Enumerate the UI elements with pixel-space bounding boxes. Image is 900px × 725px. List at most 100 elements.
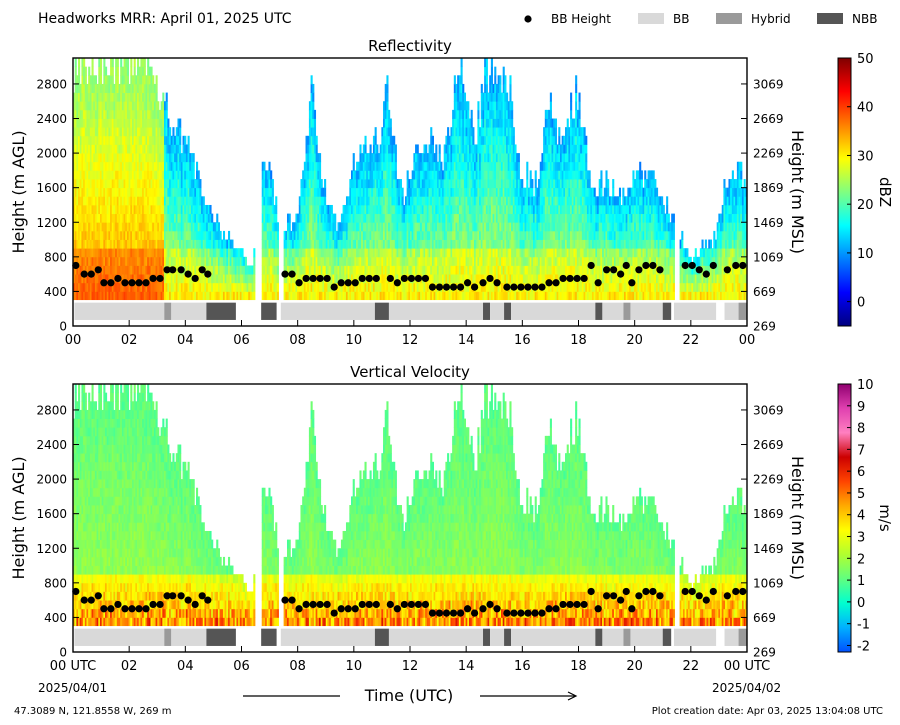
bb-height-point (365, 600, 373, 609)
bb-height-point (449, 609, 458, 617)
bb-height-point (656, 592, 664, 600)
y-right-tick-label: 2269 (753, 473, 784, 487)
class-segment-nbb (504, 302, 512, 320)
class-segment-bb (673, 628, 717, 646)
y-tick-label: 2800 (36, 403, 67, 417)
bb-height-point (573, 274, 581, 283)
bb-height-point (463, 605, 472, 613)
class-segment-hybrid (623, 628, 631, 646)
x-tick-label: 20 (626, 659, 643, 674)
bb-height-point (428, 283, 437, 291)
legend-bb-label: BB (673, 12, 689, 26)
y-right-tick-label: 1069 (753, 250, 784, 264)
bb-height-point (709, 587, 717, 596)
bb-height-point (386, 600, 394, 609)
reflectivity-time-ticks: 00 02 04 06 08 10 12 14 16 18 20 22 00 (65, 320, 755, 348)
x-tick-label: 14 (458, 659, 475, 674)
bb-height-point (732, 261, 740, 270)
bb-height-point (135, 279, 143, 287)
bb-height-point (372, 274, 380, 283)
bb-height-point (602, 266, 611, 274)
legend-bb-swatch (638, 13, 664, 24)
colorbar-1-tick-label: -2 (857, 639, 870, 654)
bb-height-point (587, 587, 595, 596)
bb-height-point (344, 279, 352, 287)
class-segment-bb (388, 628, 484, 646)
bb-height-point (107, 279, 115, 287)
bb-height-point (739, 587, 747, 596)
bb-height-point (531, 609, 539, 617)
bb-height-point (635, 266, 643, 274)
bb-height-point (470, 283, 479, 291)
bb-height-point (114, 274, 122, 283)
y-tick-label: 1600 (36, 181, 67, 195)
bb-height-point (400, 274, 408, 283)
bb-height-point (156, 274, 164, 283)
class-segment-nbb (483, 302, 491, 320)
class-segment-bb (602, 302, 624, 320)
bb-height-point (723, 266, 731, 274)
colorbar-1-tick-label: 6 (857, 465, 865, 480)
bb-height-point (128, 279, 136, 287)
bb-height-point (649, 587, 657, 596)
bb-height-point (163, 592, 171, 600)
bb-height-point (524, 609, 532, 617)
x-tick-label: 18 (570, 659, 587, 674)
bb-height-point (617, 596, 625, 604)
bb-height-point (552, 605, 560, 613)
x-tick-label: 08 (289, 659, 306, 674)
velocity-ylabel-right: Height (m MSL) (788, 456, 807, 580)
bb-height-point (688, 587, 696, 596)
class-segment-nbb (662, 628, 672, 646)
bb-height-point (602, 592, 611, 600)
bb-height-point (330, 283, 338, 291)
bb-height-point (198, 266, 206, 274)
class-segment-bb (388, 302, 484, 320)
bb-height-point (94, 266, 102, 274)
class-segment-bb (280, 628, 375, 646)
class-segment-nbb (261, 628, 277, 646)
bb-height-point (295, 279, 303, 287)
legend-bb-height-marker (524, 15, 532, 23)
class-segment-nbb (595, 628, 603, 646)
bb-height-point (351, 605, 359, 613)
class-segment-bb (490, 628, 505, 646)
y-tick-label: 400 (44, 611, 67, 625)
bb-height-point (681, 587, 689, 596)
reflectivity-field (73, 58, 747, 301)
y-tick-label: 2400 (36, 438, 67, 452)
bb-height-point (545, 605, 553, 613)
bb-height-point (281, 270, 289, 278)
velocity-colorbar-label: m/s (876, 504, 894, 532)
bb-height-point (365, 274, 373, 283)
class-segment-bb (511, 302, 596, 320)
class-segment-nbb (206, 628, 236, 646)
bb-height-point (642, 261, 650, 270)
reflectivity-colorbar-label: dBZ (876, 177, 894, 207)
x-tick-label: 10 (346, 659, 363, 674)
bb-height-point (503, 609, 511, 617)
bb-height-point (393, 279, 401, 287)
x-tick-label: 02 (121, 333, 138, 348)
bb-height-point (337, 605, 345, 613)
bb-height-point (309, 600, 317, 609)
class-segment-bb (673, 302, 717, 320)
bb-height-point (732, 587, 740, 596)
bb-height-point (393, 605, 401, 613)
bb-height-point (723, 592, 731, 600)
colorbar-0-tick-label: 20 (857, 198, 874, 213)
bb-height-point (510, 283, 518, 291)
bb-height-point (421, 274, 430, 283)
colorbar-1-tick-label: -1 (857, 618, 870, 633)
bb-height-point (739, 261, 747, 270)
y-right-tick-label: 3069 (753, 77, 784, 91)
velocity-title: Vertical Velocity (350, 363, 470, 381)
bb-height-point (344, 605, 352, 613)
x-tick-label: 12 (402, 659, 419, 674)
colorbar-0-tick-label: 30 (857, 149, 874, 164)
bb-height-point (479, 605, 487, 613)
bb-height-point (358, 274, 366, 283)
reflectivity-colorbar: 0 10 20 30 40 50 (837, 52, 874, 327)
y-right-tick-label: 269 (753, 646, 776, 660)
